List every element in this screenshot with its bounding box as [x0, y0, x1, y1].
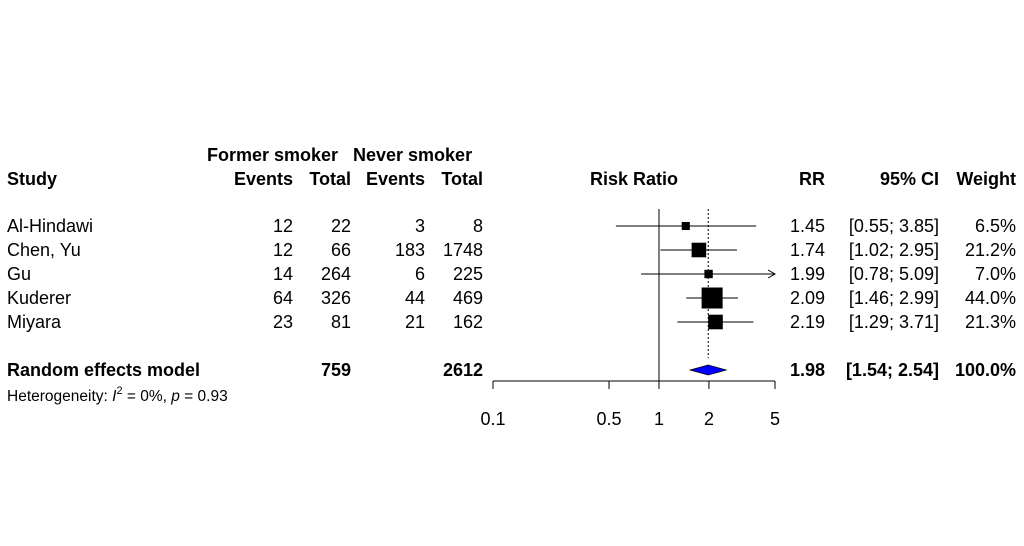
- pooled-weight: 100.0%: [955, 360, 1016, 380]
- weight-value: 7.0%: [975, 264, 1016, 284]
- ci-arrow: [767, 269, 777, 279]
- header-events-former: Events: [234, 169, 293, 189]
- events-never: 21: [405, 312, 425, 332]
- pooled-rr: 1.98: [790, 360, 825, 380]
- axis-tick-label: 1: [654, 409, 664, 429]
- ci-value: [1.02; 2.95]: [849, 240, 939, 260]
- pooled-label: Random effects model: [7, 360, 200, 380]
- events-never: 3: [415, 216, 425, 236]
- header-former-smoker: Former smoker: [207, 145, 338, 165]
- events-former: 14: [273, 264, 293, 284]
- table-row: Kuderer 64 326 44 469 2.09 [1.46; 2.99] 44.0%: [7, 287, 1016, 309]
- events-former: 12: [273, 216, 293, 236]
- rr-value: 1.99: [790, 264, 825, 284]
- rr-value: 1.74: [790, 240, 825, 260]
- events-never: 44: [405, 288, 425, 308]
- total-never: 1748: [443, 240, 483, 260]
- ci-value: [1.29; 3.71]: [849, 312, 939, 332]
- weight-value: 21.3%: [965, 312, 1016, 332]
- effect-square: [691, 242, 707, 258]
- header-weight: Weight: [956, 169, 1016, 189]
- table-row: Miyara 23 81 21 162 2.19 [1.29; 3.71] 21.3%: [7, 312, 1016, 332]
- axis-tick-label: 2: [704, 409, 714, 429]
- pooled-total-never: 2612: [443, 360, 483, 380]
- axis-tick-label: 0.1: [480, 409, 505, 429]
- table-row: Chen, Yu 12 66 183 1748 1.74 [1.02; 2.95] 21.2%: [7, 240, 1016, 260]
- total-former: 326: [321, 288, 351, 308]
- rr-value: 1.45: [790, 216, 825, 236]
- header-events-never: Events: [366, 169, 425, 189]
- header-total-former: Total: [309, 169, 351, 189]
- header-never-smoker: Never smoker: [353, 145, 472, 165]
- heterogeneity-text: Heterogeneity: I2 = 0%, p = 0.93: [7, 385, 228, 405]
- header-risk-ratio: Risk Ratio: [590, 169, 678, 189]
- axis-tick-label: 0.5: [597, 409, 622, 429]
- study-name: Miyara: [7, 312, 62, 332]
- pooled-diamond: [688, 364, 728, 376]
- ci-value: [0.78; 5.09]: [849, 264, 939, 284]
- events-never: 183: [395, 240, 425, 260]
- effect-square: [681, 221, 690, 231]
- header-ci: 95% CI: [880, 169, 939, 189]
- ci-value: [1.46; 2.99]: [849, 288, 939, 308]
- rr-value: 2.19: [790, 312, 825, 332]
- table-row: Gu 14 264 6 225 1.99 [0.78; 5.09] 7.0%: [7, 264, 1016, 284]
- events-former: 64: [273, 288, 293, 308]
- pooled-total-former: 759: [321, 360, 351, 380]
- weight-value: 44.0%: [965, 288, 1016, 308]
- study-rows: Al-Hindawi 12 22 3 8 1.45 [0.55; 3.85] 6.5% Chen…: [7, 216, 1016, 332]
- table-row: Al-Hindawi 12 22 3 8 1.45 [0.55; 3.85] 6.5%: [7, 216, 1016, 236]
- header-rr: RR: [799, 169, 825, 189]
- study-name: Chen, Yu: [7, 240, 81, 260]
- total-former: 22: [331, 216, 351, 236]
- events-former: 12: [273, 240, 293, 260]
- study-name: Kuderer: [7, 288, 71, 308]
- axis-tick-label: 5: [770, 409, 780, 429]
- total-never: 8: [473, 216, 483, 236]
- total-never: 225: [453, 264, 483, 284]
- pooled-row: Random effects model 759 2612 1.98 [1.54; 2.…: [7, 360, 1016, 380]
- header-total-never: Total: [441, 169, 483, 189]
- pooled-ci: [1.54; 2.54]: [846, 360, 939, 380]
- total-former: 264: [321, 264, 351, 284]
- study-name: Al-Hindawi: [7, 216, 93, 236]
- events-former: 23: [273, 312, 293, 332]
- ci-value: [0.55; 3.85]: [849, 216, 939, 236]
- weight-value: 21.2%: [965, 240, 1016, 260]
- study-name: Gu: [7, 264, 31, 284]
- total-former: 81: [331, 312, 351, 332]
- total-never: 162: [453, 312, 483, 332]
- effect-square: [701, 287, 723, 309]
- rr-value: 2.09: [790, 288, 825, 308]
- total-former: 66: [331, 240, 351, 260]
- weight-value: 6.5%: [975, 216, 1016, 236]
- effect-square: [708, 314, 723, 330]
- total-never: 469: [453, 288, 483, 308]
- x-axis: 0.1 0.5 1 2 5: [480, 209, 780, 429]
- header-study: Study: [7, 169, 57, 189]
- events-never: 6: [415, 264, 425, 284]
